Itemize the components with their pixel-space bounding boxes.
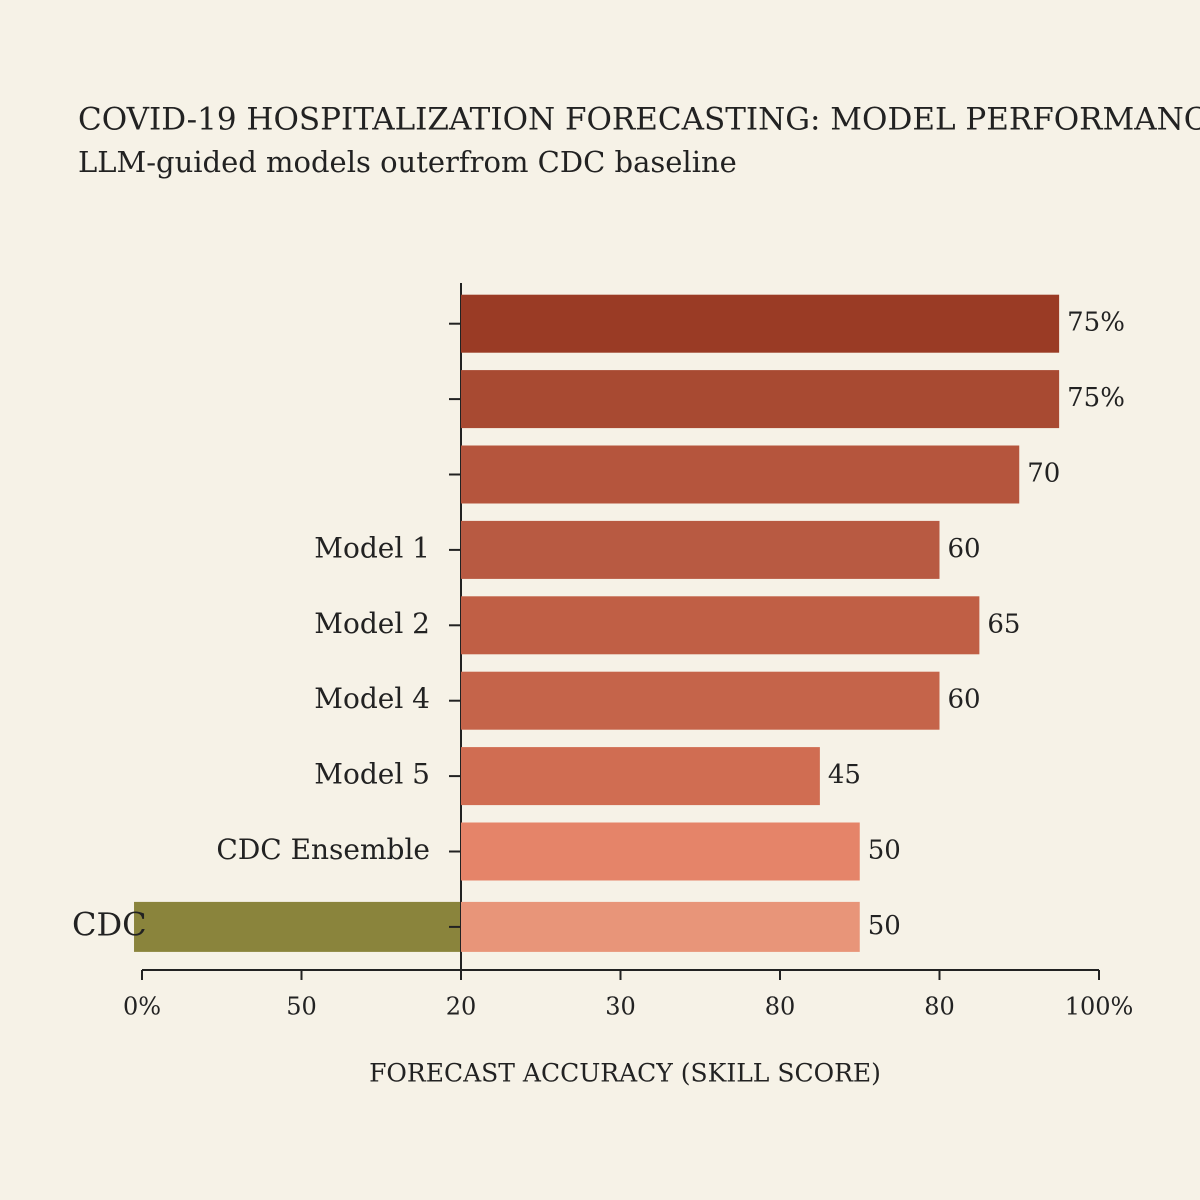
value-label: 50 — [868, 836, 901, 866]
value-label: 70 — [1027, 459, 1060, 489]
x-axis-title: FORECAST ACCURACY (SKILL SCORE) — [369, 1059, 881, 1088]
value-label: 75% — [1067, 308, 1125, 338]
x-tick-label: 30 — [605, 993, 636, 1021]
y-tick-label: Model 5 — [314, 758, 430, 791]
bar — [134, 901, 461, 952]
bar — [461, 901, 860, 952]
y-tick-label: Model 4 — [314, 682, 430, 715]
bar — [461, 747, 820, 806]
x-tick-label: 0% — [123, 993, 161, 1021]
bar — [461, 596, 980, 655]
value-label: 45 — [828, 760, 861, 790]
x-tick-label: 100% — [1065, 993, 1134, 1021]
bar — [461, 445, 1020, 504]
value-label: 65 — [987, 609, 1020, 639]
value-label: 50 — [868, 911, 901, 941]
x-tick-label: 80 — [765, 993, 796, 1021]
x-tick-label: 50 — [286, 993, 317, 1021]
y-tick-label: Model 2 — [314, 607, 430, 640]
value-label: 60 — [948, 534, 981, 564]
bar — [461, 671, 940, 730]
x-tick-label: 20 — [446, 993, 477, 1021]
bar — [461, 520, 940, 579]
x-tick-label: 80 — [924, 993, 955, 1021]
value-label: 75% — [1067, 383, 1125, 413]
y-tick-label: Model 1 — [314, 531, 430, 564]
y-tick-label: CDC Ensemble — [216, 833, 430, 866]
bar — [461, 822, 860, 881]
chart-subtitle: LLM-guided models outerfrom CDC baseline — [78, 145, 737, 179]
value-label: 60 — [948, 685, 981, 715]
y-tick-label: CDC — [72, 905, 147, 943]
bar — [461, 370, 1060, 429]
bar — [461, 294, 1060, 353]
chart-title: COVID-19 HOSPITALIZATION FORECASTING: MO… — [78, 102, 1200, 138]
